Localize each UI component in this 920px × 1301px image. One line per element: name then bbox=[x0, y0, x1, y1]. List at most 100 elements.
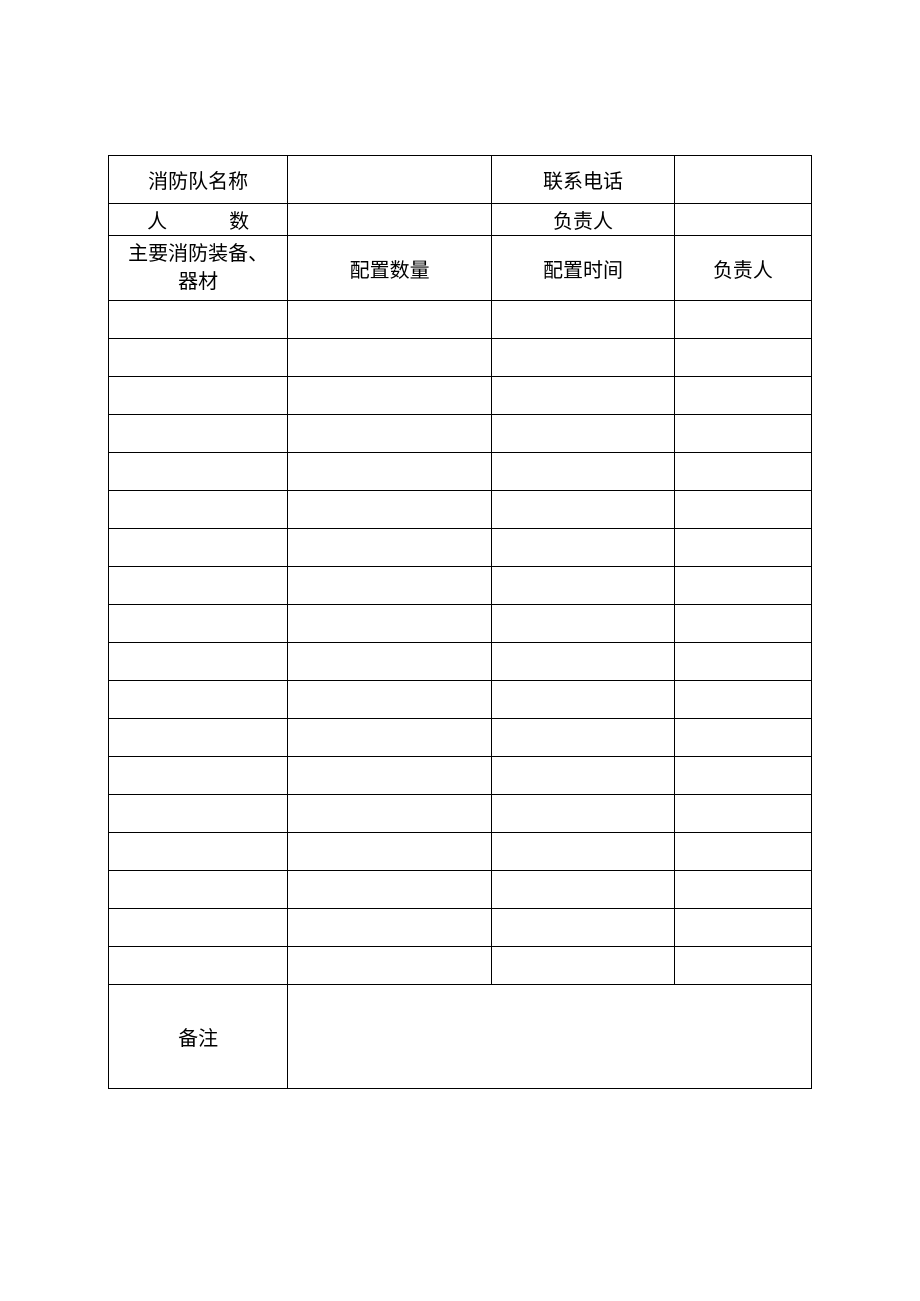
table-cell bbox=[492, 567, 675, 605]
remark-value bbox=[288, 985, 812, 1089]
table-cell bbox=[674, 871, 811, 909]
table-cell bbox=[288, 871, 492, 909]
header-row-2: 人数 负责人 bbox=[109, 204, 812, 236]
table-cell bbox=[109, 833, 288, 871]
table-cell bbox=[288, 491, 492, 529]
table-row bbox=[109, 757, 812, 795]
table-cell bbox=[288, 529, 492, 567]
table-cell bbox=[674, 643, 811, 681]
table-cell bbox=[288, 795, 492, 833]
table-cell bbox=[109, 871, 288, 909]
table-cell bbox=[109, 453, 288, 491]
responsible-person-value bbox=[674, 204, 811, 236]
table-cell bbox=[109, 377, 288, 415]
table-cell bbox=[109, 795, 288, 833]
table-row bbox=[109, 377, 812, 415]
table-cell bbox=[288, 757, 492, 795]
table-cell bbox=[109, 757, 288, 795]
table-cell bbox=[674, 567, 811, 605]
config-time-header: 配置时间 bbox=[492, 236, 675, 301]
table-cell bbox=[109, 415, 288, 453]
fire-brigade-equipment-table: 消防队名称 联系电话 人数 负责人 主要消防装备、器材 配置数量 配置时间 负责… bbox=[108, 155, 812, 1089]
table-row bbox=[109, 301, 812, 339]
table-cell bbox=[492, 605, 675, 643]
table-cell bbox=[674, 453, 811, 491]
table-cell bbox=[492, 719, 675, 757]
table-cell bbox=[109, 719, 288, 757]
table-cell bbox=[674, 377, 811, 415]
table-cell bbox=[674, 833, 811, 871]
table-cell bbox=[288, 909, 492, 947]
phone-label: 联系电话 bbox=[492, 156, 675, 204]
table-cell bbox=[674, 529, 811, 567]
person-count-label: 人数 bbox=[109, 204, 288, 236]
brigade-name-value bbox=[288, 156, 492, 204]
table-cell bbox=[288, 719, 492, 757]
brigade-name-label: 消防队名称 bbox=[109, 156, 288, 204]
table-cell bbox=[492, 681, 675, 719]
table-row bbox=[109, 719, 812, 757]
table-cell bbox=[288, 415, 492, 453]
table-row bbox=[109, 529, 812, 567]
table-row bbox=[109, 909, 812, 947]
table-cell bbox=[288, 605, 492, 643]
table-cell bbox=[288, 339, 492, 377]
table-row bbox=[109, 681, 812, 719]
table-cell bbox=[288, 833, 492, 871]
person-count-value bbox=[288, 204, 492, 236]
table-cell bbox=[674, 757, 811, 795]
remark-row: 备注 bbox=[109, 985, 812, 1089]
table-cell bbox=[288, 301, 492, 339]
table-cell bbox=[492, 529, 675, 567]
table-cell bbox=[492, 491, 675, 529]
table-cell bbox=[288, 947, 492, 985]
table-cell bbox=[674, 339, 811, 377]
table-cell bbox=[492, 643, 675, 681]
table-cell bbox=[288, 643, 492, 681]
table-row bbox=[109, 795, 812, 833]
table-cell bbox=[109, 529, 288, 567]
table-row bbox=[109, 871, 812, 909]
table-cell bbox=[288, 681, 492, 719]
table-cell bbox=[492, 833, 675, 871]
table-cell bbox=[492, 795, 675, 833]
table-cell bbox=[288, 567, 492, 605]
table-cell bbox=[109, 909, 288, 947]
responsible-person-label: 负责人 bbox=[492, 204, 675, 236]
table-row bbox=[109, 567, 812, 605]
table-cell bbox=[674, 301, 811, 339]
table-row bbox=[109, 833, 812, 871]
table-row bbox=[109, 415, 812, 453]
table-cell bbox=[109, 491, 288, 529]
table-cell bbox=[492, 909, 675, 947]
table-row bbox=[109, 947, 812, 985]
table-cell bbox=[492, 947, 675, 985]
table-cell bbox=[109, 681, 288, 719]
table-cell bbox=[674, 681, 811, 719]
table-cell bbox=[492, 453, 675, 491]
table-row bbox=[109, 491, 812, 529]
table-cell bbox=[109, 339, 288, 377]
table-row bbox=[109, 339, 812, 377]
table-cell bbox=[492, 757, 675, 795]
table-cell bbox=[674, 491, 811, 529]
table-cell bbox=[674, 719, 811, 757]
table-cell bbox=[674, 947, 811, 985]
table-cell bbox=[674, 795, 811, 833]
table-cell bbox=[674, 605, 811, 643]
table-cell bbox=[492, 415, 675, 453]
table-cell bbox=[109, 947, 288, 985]
table-cell bbox=[492, 339, 675, 377]
table-cell bbox=[109, 643, 288, 681]
table-cell bbox=[674, 415, 811, 453]
table-cell bbox=[109, 567, 288, 605]
table-cell bbox=[109, 605, 288, 643]
table-cell bbox=[492, 377, 675, 415]
phone-value bbox=[674, 156, 811, 204]
header-row-1: 消防队名称 联系电话 bbox=[109, 156, 812, 204]
table-row bbox=[109, 453, 812, 491]
equipment-header: 主要消防装备、器材 bbox=[109, 236, 288, 301]
header-row-3: 主要消防装备、器材 配置数量 配置时间 负责人 bbox=[109, 236, 812, 301]
table-row bbox=[109, 643, 812, 681]
table-cell bbox=[492, 301, 675, 339]
